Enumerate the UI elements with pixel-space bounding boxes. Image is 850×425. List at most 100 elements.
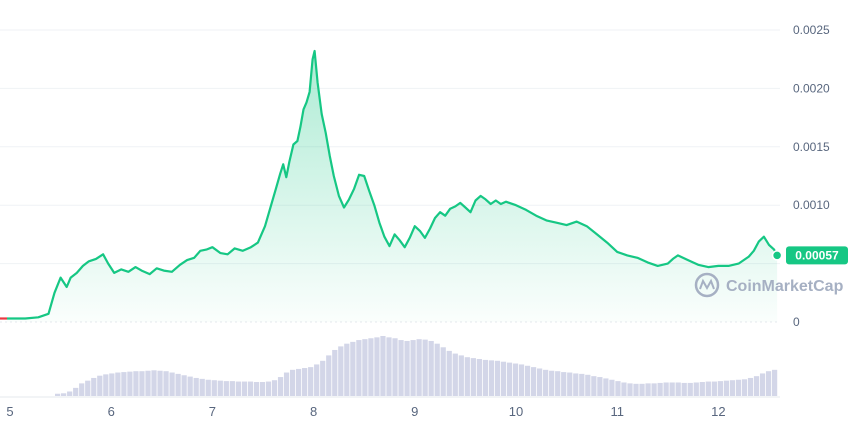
volume-bar <box>627 383 633 396</box>
volume-bar <box>422 339 428 396</box>
volume-bar <box>741 379 748 396</box>
volume-bar <box>561 372 567 396</box>
volume-bar <box>91 377 97 396</box>
volume-bar <box>434 343 440 396</box>
volume-bar <box>139 371 145 396</box>
y-tick-label: 0.0010 <box>793 198 830 212</box>
volume-bar <box>163 371 169 396</box>
x-axis: 5 6 7 8 9 10 11 12 <box>6 404 725 419</box>
y-tick-label: 0.0015 <box>793 140 830 154</box>
last-price-label: 0.00057 <box>795 248 839 262</box>
volume-bar <box>555 371 561 396</box>
volume-bar <box>458 355 464 396</box>
volume-bar <box>657 382 663 396</box>
volume-bar <box>277 377 284 396</box>
volume-bar <box>320 360 326 396</box>
volume-bar <box>314 364 320 396</box>
volume-bar <box>699 382 705 396</box>
volume-bar <box>452 353 458 396</box>
volume-bar <box>79 383 85 396</box>
volume-bar <box>374 337 380 396</box>
volume-bar <box>350 341 356 396</box>
volume-bar <box>115 372 121 396</box>
volume-bar <box>645 383 651 396</box>
volume-bar <box>247 381 254 396</box>
volume-bar <box>765 371 772 396</box>
volume-bar <box>603 378 609 396</box>
volume-bar <box>199 378 205 396</box>
last-price-marker: 0.00057 <box>771 246 848 265</box>
volume-bar <box>573 373 579 396</box>
volume-bar <box>368 338 374 396</box>
volume-bar <box>428 340 434 396</box>
y-tick-label: 0 <box>793 315 800 329</box>
volume-bar <box>681 382 687 396</box>
volume-bar <box>506 362 513 396</box>
volume-bar <box>494 360 501 396</box>
volume-bar <box>229 381 235 396</box>
volume-bar <box>211 380 217 396</box>
volume-bar <box>537 368 543 396</box>
volume-bar <box>669 382 675 396</box>
x-tick-label: 6 <box>108 404 115 419</box>
volume-bar <box>133 371 139 396</box>
volume-bar <box>410 340 416 396</box>
volume-bar <box>283 372 290 396</box>
volume-bar <box>482 359 489 396</box>
volume-bar <box>723 380 730 396</box>
volume-bar <box>633 383 639 396</box>
price-line <box>7 49 779 320</box>
volume-bar <box>446 350 452 396</box>
volume-bar <box>705 381 711 396</box>
volume-bar <box>235 381 241 396</box>
volume-bar <box>530 367 537 396</box>
volume-bar <box>488 360 495 396</box>
volume-bar <box>326 355 332 396</box>
volume-bar <box>271 380 278 396</box>
volume-bar <box>308 367 314 396</box>
watermark-text: CoinMarketCap <box>726 278 844 295</box>
volume-bar <box>61 393 67 396</box>
volume-bar <box>253 382 260 396</box>
volume-bar <box>440 347 446 396</box>
volume-bar <box>753 376 760 396</box>
volume-bar <box>85 380 91 396</box>
volume-bar <box>302 368 308 396</box>
volume-bar <box>585 374 591 396</box>
volume-bar <box>205 379 211 396</box>
volume-bar <box>97 375 103 396</box>
price-area <box>7 51 778 322</box>
volume-bar <box>157 370 163 396</box>
volume-bar <box>223 381 229 396</box>
volume-bar <box>663 382 669 396</box>
volume-bar <box>121 372 127 396</box>
volume-bar <box>344 343 350 396</box>
volume-bar <box>398 340 404 396</box>
volume-bar <box>151 370 157 396</box>
volume-bar <box>386 337 392 396</box>
volume-bar <box>621 382 627 396</box>
volume-bar <box>332 349 338 396</box>
volume-bar <box>103 374 109 396</box>
volume-bar <box>675 382 681 396</box>
volume-bar <box>687 382 693 396</box>
x-tick-label: 7 <box>209 404 216 419</box>
coinmarketcap-logo-icon <box>694 272 720 298</box>
volume-bar <box>609 379 615 396</box>
volume-bar <box>175 373 181 396</box>
volume-bar <box>597 377 603 396</box>
volume-bar <box>524 365 531 396</box>
volume-bars <box>55 336 778 396</box>
volume-bar <box>73 387 79 396</box>
x-tick-label: 9 <box>411 404 418 419</box>
volume-bar <box>416 339 422 396</box>
volume-bar <box>543 369 549 396</box>
volume-bar <box>187 376 193 396</box>
volume-bar <box>512 363 519 396</box>
volume-bar <box>193 377 199 396</box>
volume-bar <box>759 373 766 396</box>
volume-bar <box>404 340 410 396</box>
volume-bar <box>296 368 302 396</box>
